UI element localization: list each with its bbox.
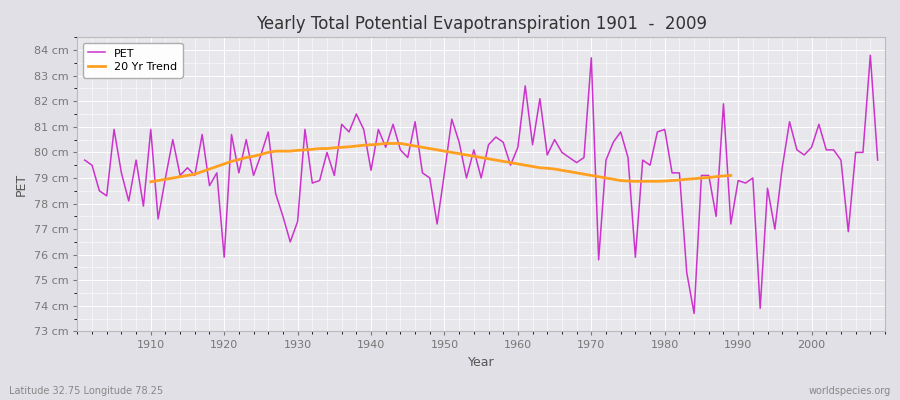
20 Yr Trend (667, 178, 678, 183)
PET (344, 130, 355, 134)
20 Yr Trend (725, 173, 736, 178)
20 Yr Trend (527, 164, 538, 169)
PET (79, 158, 90, 162)
PET (300, 127, 310, 132)
20 Yr Trend (381, 141, 392, 146)
20 Yr Trend (498, 159, 508, 164)
20 Yr Trend (410, 144, 420, 148)
PET (872, 158, 883, 162)
PET (600, 158, 611, 162)
20 Yr Trend (146, 180, 157, 184)
Title: Yearly Total Potential Evapotranspiration 1901  -  2009: Yearly Total Potential Evapotranspiratio… (256, 15, 706, 33)
Text: Latitude 32.75 Longitude 78.25: Latitude 32.75 Longitude 78.25 (9, 386, 163, 396)
PET (138, 204, 148, 208)
Line: PET: PET (85, 55, 878, 314)
PET (505, 163, 516, 168)
Y-axis label: PET: PET (15, 173, 28, 196)
PET (688, 311, 699, 316)
PET (512, 145, 523, 150)
20 Yr Trend (505, 160, 516, 165)
Text: worldspecies.org: worldspecies.org (809, 386, 891, 396)
X-axis label: Year: Year (468, 356, 494, 369)
Line: 20 Yr Trend: 20 Yr Trend (151, 144, 731, 182)
PET (865, 53, 876, 58)
20 Yr Trend (549, 167, 560, 172)
Legend: PET, 20 Yr Trend: PET, 20 Yr Trend (83, 43, 183, 78)
